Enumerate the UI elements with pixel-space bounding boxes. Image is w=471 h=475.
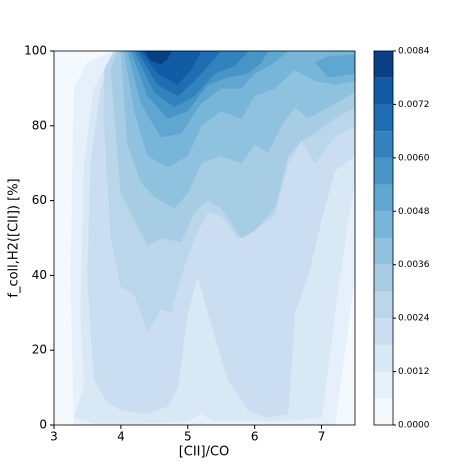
y-tick-label: 80	[32, 118, 47, 132]
colorbar-band	[374, 238, 393, 265]
colorbar-tick-label: 0.0012	[398, 367, 430, 377]
colorbar-tick-label: 0.0084	[398, 47, 430, 57]
colorbar-band	[374, 264, 393, 292]
colorbar-band	[374, 104, 393, 132]
colorbar-band	[374, 184, 393, 212]
colorbar-band	[374, 318, 393, 345]
y-tick-label: 60	[32, 193, 47, 207]
y-tick-label: 0	[39, 418, 47, 432]
colorbar-tick-label: 0.0024	[398, 314, 430, 324]
colorbar-band	[374, 398, 393, 425]
x-tick-label: 7	[318, 430, 326, 444]
y-tick-label: 20	[32, 343, 47, 357]
y-axis-label: f_coll,H2([CII]) [%]	[7, 178, 22, 297]
colorbar-band	[374, 371, 393, 399]
colorbar-band	[374, 211, 393, 238]
plot-area	[54, 51, 355, 425]
x-axis-label: [CII]/CO	[179, 445, 230, 460]
x-tick-label: 6	[251, 430, 259, 444]
y-tick-label: 40	[32, 268, 47, 282]
contour-band	[314, 54, 355, 78]
colorbar-band	[374, 344, 393, 372]
contour-band	[143, 51, 172, 65]
y-tick-label: 100	[24, 44, 47, 58]
colorbar-frame	[373, 50, 394, 426]
colorbar-tick-label: 0.0036	[398, 260, 430, 270]
axes-frame	[53, 50, 356, 426]
colorbar-band	[374, 157, 393, 185]
colorbar-tick-label: 0.0060	[398, 153, 430, 163]
colorbar-tick-label: 0.0072	[398, 100, 430, 110]
colorbar-tick-label: 0.0048	[398, 207, 430, 217]
x-tick-label: 5	[184, 430, 192, 444]
x-tick-label: 4	[117, 430, 125, 444]
colorbar-band	[374, 131, 393, 158]
colorbar-tick-label: 0.0000	[398, 421, 430, 431]
x-tick-label: 3	[50, 430, 58, 444]
colorbar-band	[374, 291, 393, 319]
colorbar-band	[374, 51, 393, 78]
colorbar-band	[374, 77, 393, 105]
